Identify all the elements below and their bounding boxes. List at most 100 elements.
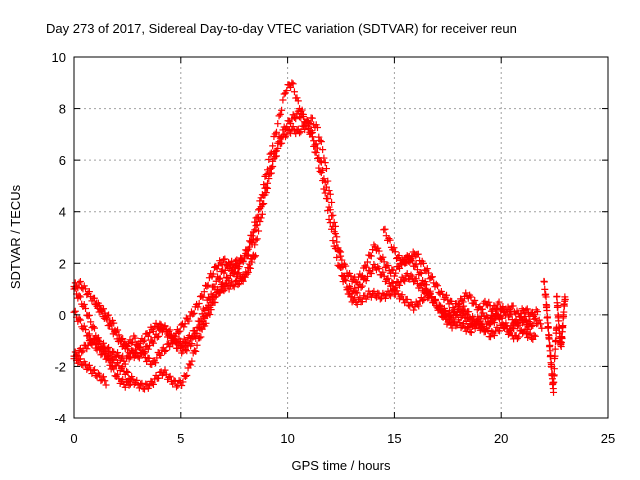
data-point bbox=[121, 338, 129, 346]
data-point bbox=[553, 292, 561, 300]
data-point bbox=[449, 304, 457, 312]
data-point bbox=[126, 353, 134, 361]
data-point bbox=[338, 263, 346, 271]
data-point bbox=[403, 295, 411, 303]
data-point bbox=[264, 184, 272, 192]
data-point bbox=[135, 354, 143, 362]
data-point bbox=[452, 322, 460, 330]
data-point bbox=[175, 341, 183, 349]
data-point bbox=[459, 298, 467, 306]
data-point bbox=[296, 129, 304, 137]
data-point bbox=[146, 341, 154, 349]
data-point bbox=[166, 372, 174, 380]
data-point bbox=[204, 281, 212, 289]
data-point bbox=[215, 275, 223, 283]
data-point bbox=[467, 329, 475, 337]
data-point bbox=[356, 294, 364, 302]
data-point bbox=[362, 263, 370, 271]
data-point bbox=[383, 275, 391, 283]
data-point bbox=[432, 280, 440, 288]
data-point bbox=[479, 320, 487, 328]
data-point bbox=[135, 339, 143, 347]
data-point bbox=[220, 287, 228, 295]
data-point bbox=[193, 329, 201, 337]
y-tick-label: -2 bbox=[54, 359, 66, 374]
data-point bbox=[111, 353, 119, 361]
data-point bbox=[271, 130, 279, 138]
data-point bbox=[210, 293, 218, 301]
data-point bbox=[85, 330, 93, 338]
data-point bbox=[239, 257, 247, 265]
data-point bbox=[333, 233, 341, 241]
data-point bbox=[320, 175, 328, 183]
data-point bbox=[200, 288, 208, 296]
data-point bbox=[102, 312, 110, 320]
data-point bbox=[396, 264, 404, 272]
data-point bbox=[416, 269, 424, 277]
data-point bbox=[530, 312, 538, 320]
data-point bbox=[193, 341, 201, 349]
data-point bbox=[427, 274, 435, 282]
data-point bbox=[131, 334, 139, 342]
data-point bbox=[155, 350, 163, 358]
data-point bbox=[448, 297, 456, 305]
data-point bbox=[484, 326, 492, 334]
data-point bbox=[207, 299, 215, 307]
data-point bbox=[161, 323, 169, 331]
data-point bbox=[176, 327, 184, 335]
data-point bbox=[181, 346, 189, 354]
data-point bbox=[283, 87, 291, 95]
data-point bbox=[324, 177, 332, 185]
data-point bbox=[335, 248, 343, 256]
data-point bbox=[80, 282, 88, 290]
data-point bbox=[314, 123, 322, 131]
data-point bbox=[272, 152, 280, 160]
data-point bbox=[271, 153, 279, 161]
data-point bbox=[316, 157, 324, 165]
x-axis-label: GPS time / hours bbox=[292, 458, 391, 473]
data-point bbox=[138, 379, 146, 387]
data-point bbox=[555, 317, 563, 325]
data-point bbox=[170, 335, 178, 343]
data-point bbox=[385, 235, 393, 243]
data-point bbox=[550, 365, 558, 373]
data-point bbox=[93, 299, 101, 307]
data-point bbox=[197, 324, 205, 332]
data-point bbox=[319, 166, 327, 174]
y-tick-label: 6 bbox=[59, 153, 66, 168]
data-point bbox=[245, 264, 253, 272]
data-point bbox=[165, 373, 173, 381]
data-point bbox=[531, 332, 539, 340]
data-point bbox=[315, 133, 323, 141]
data-point bbox=[485, 298, 493, 306]
data-point bbox=[125, 381, 133, 389]
data-point bbox=[80, 322, 88, 330]
data-point bbox=[161, 366, 169, 374]
data-point bbox=[85, 288, 93, 296]
data-point bbox=[216, 289, 224, 297]
x-tick-label: 20 bbox=[494, 431, 508, 446]
data-point bbox=[396, 281, 404, 289]
series-sat-track-i bbox=[553, 292, 569, 351]
data-point bbox=[381, 225, 389, 233]
data-point bbox=[325, 187, 333, 195]
data-point bbox=[419, 259, 427, 267]
data-point bbox=[301, 126, 309, 134]
data-point bbox=[84, 331, 92, 339]
data-point bbox=[290, 114, 298, 122]
data-point bbox=[260, 181, 268, 189]
data-point bbox=[329, 211, 337, 219]
data-point bbox=[471, 297, 479, 305]
data-point bbox=[466, 328, 474, 336]
data-point bbox=[179, 378, 187, 386]
data-point bbox=[410, 306, 418, 314]
data-point bbox=[347, 272, 355, 280]
data-point bbox=[187, 361, 195, 369]
data-point bbox=[243, 270, 251, 278]
data-point bbox=[89, 323, 97, 331]
data-point bbox=[119, 375, 127, 383]
data-point bbox=[544, 324, 552, 332]
data-point bbox=[252, 252, 260, 260]
data-point bbox=[289, 123, 297, 131]
